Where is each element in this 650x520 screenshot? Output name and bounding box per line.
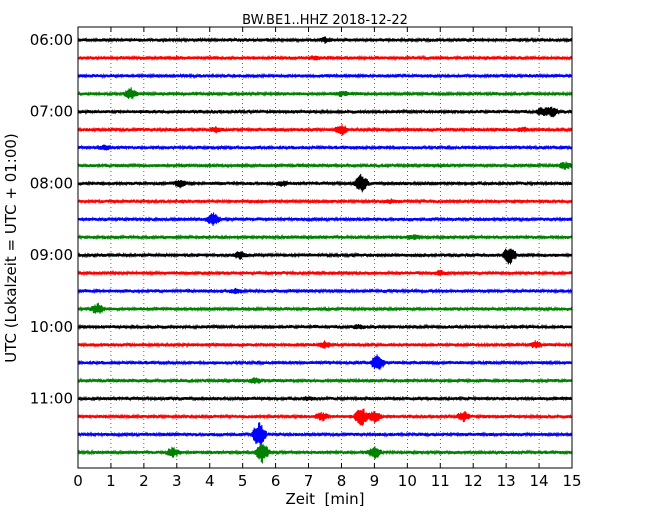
axis-ticks <box>77 27 573 468</box>
x-tick-label: 12 <box>464 472 483 490</box>
seismic-trace <box>77 173 573 193</box>
trace-group <box>77 36 573 464</box>
x-tick-label: 13 <box>497 472 516 490</box>
y-tick-label: 09:00 <box>30 246 73 264</box>
seismic-trace <box>77 395 573 402</box>
x-tick-label: 4 <box>205 472 215 490</box>
seismic-trace <box>77 36 573 44</box>
plot-frame <box>77 26 573 469</box>
x-grid <box>110 27 540 468</box>
seismic-trace <box>77 422 573 446</box>
x-tick-label: 9 <box>370 472 380 490</box>
seismic-trace <box>77 443 573 464</box>
seismic-trace <box>77 124 573 136</box>
seismic-trace <box>77 302 573 314</box>
seismic-trace <box>77 72 573 80</box>
x-tick-label: 14 <box>530 472 549 490</box>
x-tick-label: 0 <box>73 472 83 490</box>
x-tick-label: 6 <box>271 472 281 490</box>
seismic-trace <box>77 106 573 118</box>
y-tick-labels: 06:00 07:00 08:00 09:00 10:00 11:00 <box>30 31 73 408</box>
x-tick-label: 8 <box>337 472 347 490</box>
y-axis-label: UTC (Lokalzeit = UTC + 01:00) <box>2 133 20 363</box>
x-tick-label: 3 <box>172 472 182 490</box>
x-tick-label: 11 <box>431 472 450 490</box>
chart-title: BW.BE1..HHZ 2018-12-22 <box>242 13 408 28</box>
y-tick-label: 11:00 <box>30 390 73 408</box>
x-tick-label: 7 <box>304 472 314 490</box>
seismic-trace <box>77 212 573 227</box>
x-tick-label: 10 <box>398 472 417 490</box>
seismic-trace <box>77 408 573 427</box>
x-tick-label: 15 <box>562 472 581 490</box>
x-tick-label: 5 <box>238 472 248 490</box>
seismic-trace <box>77 287 573 295</box>
x-tick-label: 1 <box>106 472 116 490</box>
y-tick-label: 07:00 <box>30 103 73 121</box>
seismic-trace <box>77 377 573 384</box>
seismic-trace <box>77 354 573 370</box>
seismic-trace <box>77 54 573 62</box>
seismic-trace <box>77 269 573 277</box>
seismic-trace <box>77 248 573 265</box>
y-tick-label: 10:00 <box>30 318 73 336</box>
x-tick-label: 2 <box>139 472 149 490</box>
seismic-trace <box>77 87 573 99</box>
seismic-trace <box>77 198 573 205</box>
seismic-trace <box>77 233 573 241</box>
seismic-trace <box>77 340 573 349</box>
seismic-trace <box>77 161 573 170</box>
x-tick-labels: 0 1 2 3 4 5 6 7 8 9 10 11 12 13 14 15 <box>73 472 581 490</box>
y-tick-label: 08:00 <box>30 174 73 192</box>
seismic-trace <box>77 323 573 331</box>
x-axis-label: Zeit [min] <box>285 490 364 508</box>
seismic-trace <box>77 144 573 151</box>
y-tick-label: 06:00 <box>30 31 73 49</box>
